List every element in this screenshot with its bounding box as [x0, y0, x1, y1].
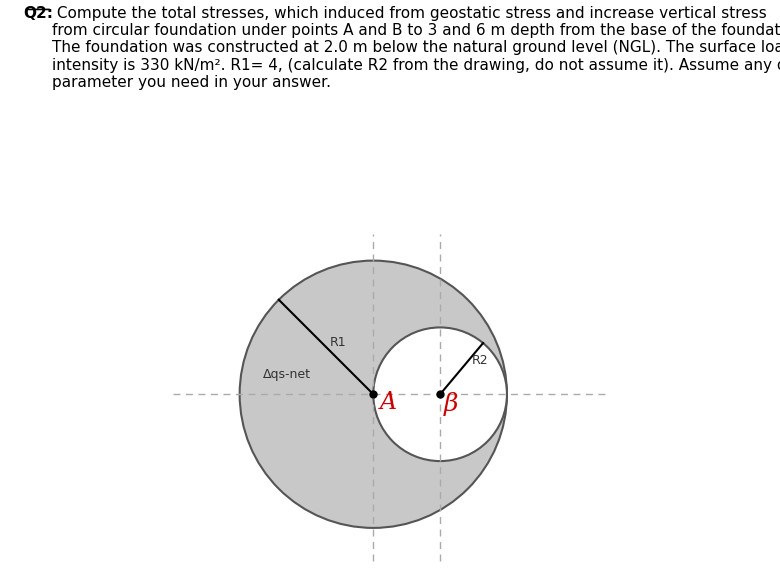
Text: β: β — [444, 392, 459, 416]
Circle shape — [374, 327, 507, 461]
Text: Compute the total stresses, which induced from geostatic stress and increase ver: Compute the total stresses, which induce… — [52, 6, 780, 90]
Text: R1: R1 — [330, 336, 346, 349]
Text: Δqs-net: Δqs-net — [263, 367, 311, 381]
Text: R2: R2 — [471, 354, 488, 367]
Text: Q2:: Q2: — [23, 6, 53, 20]
Circle shape — [239, 261, 507, 528]
Text: A: A — [379, 391, 396, 414]
